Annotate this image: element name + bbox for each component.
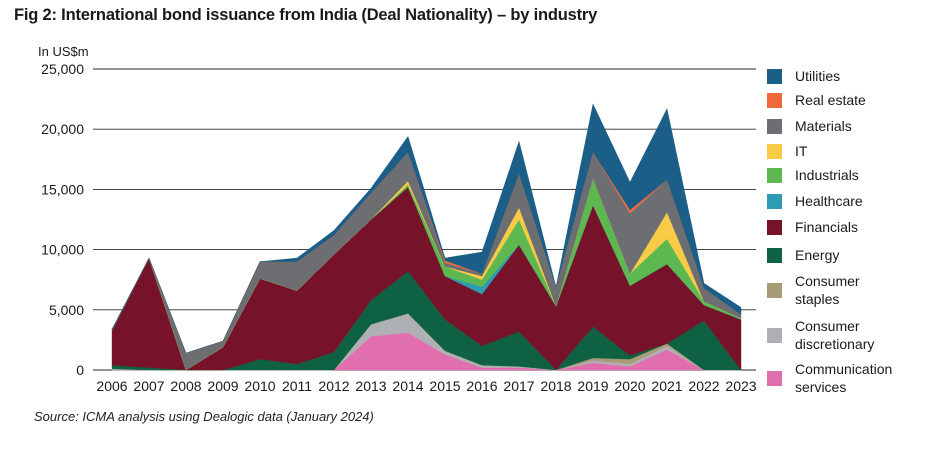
y-tick-label: 5,000 [49,302,84,318]
legend-label: Consumer [795,273,860,289]
x-tick-label: 2013 [355,378,386,394]
area-utilities [111,103,742,354]
x-tick-label: 2015 [429,378,460,394]
legend-label: Real estate [795,92,866,108]
legend-swatch [767,144,782,159]
legend-label: IT [795,143,808,159]
x-tick-label: 2007 [133,378,164,394]
legend-item-consumer-staples: Consumer staples [767,273,860,307]
legend-item-real-estate: Real estate [767,92,866,108]
legend-swatch [767,194,782,209]
legend-item-energy: Energy [767,247,839,263]
y-tick-label: 0 [76,362,84,378]
legend-label: discretionary [795,336,874,352]
legend-item-communication-services: Communication services [767,361,892,395]
legend-label: Industrials [795,167,859,183]
y-tick-label: 15,000 [41,181,84,197]
legend-item-utilities: Utilities [767,68,840,84]
legend-label: Communication [795,361,892,377]
x-tick-label: 2017 [503,378,534,394]
legend-swatch [767,220,782,235]
legend-item-it: IT [767,143,808,159]
legend-swatch [767,283,782,298]
legend-label: Consumer [795,318,860,334]
legend-item-materials: Materials [767,118,852,134]
x-tick-label: 2016 [466,378,497,394]
x-tick-label: 2018 [540,378,571,394]
legend-label: Healthcare [795,193,863,209]
legend-label: Materials [795,118,852,134]
x-tick-label: 2014 [392,378,423,394]
source-note: Source: ICMA analysis using Dealogic dat… [34,409,374,424]
x-tick-label: 2020 [614,378,645,394]
x-tick-label: 2011 [282,378,312,394]
area-series [111,103,742,371]
chart-title: Fig 2: International bond issuance from … [14,6,598,24]
legend-label: Energy [795,247,839,263]
legend-swatch [767,93,782,108]
legend-label: services [795,379,846,395]
legend-swatch [767,328,782,343]
legend: Utilities Real estate Materials IT Industria… [767,68,892,395]
legend-item-industrials: Industrials [767,167,859,183]
legend-item-consumer-discretionary: Consumer discretionary [767,318,874,352]
x-tick-label: 2023 [725,378,756,394]
y-axis-ticks: 0 5,000 10,000 15,000 20,000 25,000 [41,61,84,378]
x-tick-label: 2009 [207,378,238,394]
x-tick-label: 2022 [688,378,719,394]
legend-swatch [767,119,782,134]
x-tick-label: 2021 [651,378,682,394]
y-tick-label: 25,000 [41,61,84,77]
legend-swatch [767,69,782,84]
x-tick-label: 2008 [170,378,201,394]
x-axis-ticks: 2006 2007 2008 2009 2010 2011 2012 2013 2014 2015… [96,378,756,394]
legend-label: Utilities [795,68,840,84]
legend-swatch [767,371,782,386]
x-tick-label: 2012 [318,378,349,394]
legend-swatch [767,168,782,183]
legend-label: Financials [795,219,858,235]
x-tick-label: 2019 [577,378,608,394]
y-tick-label: 10,000 [41,242,84,258]
legend-swatch [767,248,782,263]
x-tick-label: 2010 [244,378,275,394]
legend-item-financials: Financials [767,219,858,235]
legend-label: staples [795,291,839,307]
y-tick-label: 20,000 [41,121,84,137]
x-tick-label: 2006 [96,378,127,394]
legend-item-healthcare: Healthcare [767,193,863,209]
y-axis-unit-label: In US$m [38,44,89,59]
